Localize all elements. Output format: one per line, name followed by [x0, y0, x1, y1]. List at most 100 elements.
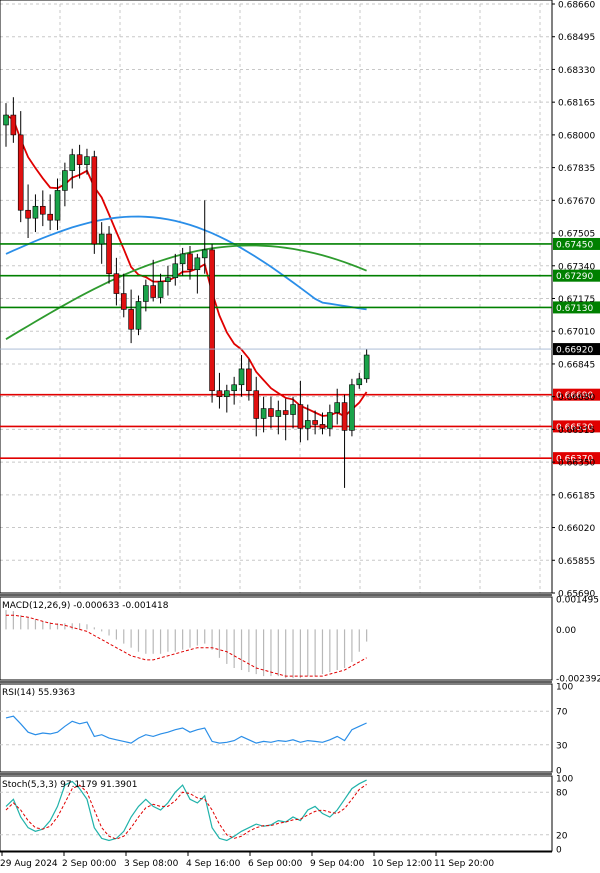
- indicator-panel: [0, 775, 553, 852]
- candle-body: [165, 277, 171, 282]
- indicator-axis-label: 30: [556, 741, 568, 751]
- candle-body: [253, 390, 260, 419]
- indicator-axis-label: -0.002392: [556, 675, 600, 685]
- indicator-axis-label: 80: [556, 789, 568, 799]
- stoch-d-line: [5, 783, 367, 840]
- price-tick-label: 0.66845: [558, 360, 595, 370]
- candle-body: [246, 368, 252, 392]
- candle-body: [98, 233, 105, 245]
- candle-body: [356, 378, 363, 386]
- candle-body: [216, 390, 223, 397]
- main-grid: [0, 0, 553, 594]
- candle-body: [84, 156, 90, 165]
- candle-body: [10, 114, 17, 136]
- time-label: 10 Sep 12:00: [372, 859, 432, 869]
- candle-body: [268, 408, 274, 417]
- candle-body: [150, 285, 156, 298]
- indicator-axis-label: 0: [556, 846, 562, 856]
- candle-body: [157, 281, 164, 298]
- candle-body: [194, 257, 201, 271]
- candle-body: [224, 390, 230, 397]
- main-frame: [0, 0, 553, 594]
- candle-body: [231, 384, 237, 392]
- candle-body: [201, 249, 208, 259]
- candle-body: [62, 170, 68, 191]
- price-tick-label: 0.66515: [558, 426, 595, 436]
- level-label-box: [553, 420, 600, 433]
- price-tick-label: 0.66350: [558, 459, 595, 469]
- level-label-box: [553, 237, 600, 250]
- level-label-box: [553, 452, 600, 465]
- candle-body: [341, 402, 348, 431]
- price-tick-label: 0.67670: [558, 197, 595, 207]
- price-tick-label: 0.66020: [558, 524, 595, 534]
- level-label-box: [553, 269, 600, 282]
- candle-body: [275, 410, 282, 417]
- indicator-panel: [0, 683, 553, 773]
- candle-body: [25, 209, 31, 219]
- candle-body: [47, 213, 53, 221]
- candle-body: [135, 301, 142, 330]
- indicator-axis-label: 100: [556, 683, 573, 693]
- indicator-panel: [0, 596, 553, 681]
- level-label-box: [553, 388, 600, 401]
- price-tick-label: 0.66185: [558, 491, 595, 501]
- level-label: 0.67130: [556, 304, 593, 314]
- stoch-k-line: [5, 779, 367, 842]
- indicator-axis-label: 0: [556, 767, 562, 777]
- price-tick-label: 0.68165: [558, 99, 595, 109]
- price-tick-label: 0.66680: [558, 393, 595, 403]
- price-tick-label: 0.65855: [558, 557, 595, 567]
- candle-body: [39, 205, 46, 215]
- price-tick-label: 0.68660: [558, 1, 595, 11]
- price-tick-label: 0.68495: [558, 33, 595, 43]
- indicator-axis-label: 0.001495: [556, 596, 599, 606]
- time-label: 4 Sep 16:00: [186, 859, 241, 869]
- level-label: 0.67450: [556, 240, 593, 250]
- candle-body: [238, 368, 245, 386]
- candle-body: [209, 249, 215, 392]
- price-axis: 0.68660 0.68495 0.68330 0.68165 0.68000 0.678…: [0, 1, 600, 600]
- candle-body: [282, 410, 289, 415]
- candle-body: [113, 273, 120, 294]
- candle-body: [143, 285, 149, 302]
- level-label: 0.66370: [556, 455, 593, 465]
- time-label: 9 Sep 04:00: [310, 859, 365, 869]
- candle-body: [91, 156, 98, 245]
- price-tick-label: 0.67340: [558, 262, 595, 272]
- candle-body: [32, 205, 39, 219]
- candle-body: [76, 154, 83, 165]
- ma-mid-line: [5, 215, 367, 311]
- time-label: 29 Aug 2024: [0, 859, 58, 869]
- ma-slow-line: [5, 244, 367, 340]
- time-axis: 29 Aug 2024 2 Sep 00:00 3 Sep 08:00 4 Sep 1…: [0, 851, 552, 869]
- level-label-box: [553, 301, 600, 314]
- level-label: 0.66690: [556, 391, 593, 401]
- candle-body: [106, 233, 112, 275]
- level-label: 0.66530: [556, 423, 593, 433]
- indicator-axis-label: 20: [556, 831, 568, 841]
- candle-body: [349, 384, 355, 431]
- price-tick-label: 0.67505: [558, 230, 595, 240]
- candle-body: [120, 293, 127, 310]
- indicator-label: MACD(12,26,9) -0.000633 -0.001418: [2, 601, 169, 611]
- candles: [3, 97, 370, 488]
- price-tick-label: 0.68330: [558, 66, 595, 76]
- candle-body: [290, 404, 296, 415]
- time-label: 11 Sep 20:00: [434, 859, 494, 869]
- indicator-axis-label: 70: [556, 708, 568, 718]
- price-tick-label: 0.68000: [558, 131, 595, 141]
- candle-body: [172, 263, 179, 278]
- candle-body: [304, 420, 311, 429]
- price-tick-label: 0.67175: [558, 295, 595, 305]
- indicator-panels: 0.001495 0.00 -0.002392 MACD(12,26,9) -0.00…: [0, 594, 600, 856]
- candle-body: [260, 408, 267, 419]
- time-label: 3 Sep 08:00: [124, 859, 179, 869]
- price-tick-label: 0.67835: [558, 164, 595, 174]
- candle-body: [54, 190, 61, 221]
- price-tick-label: 0.67010: [558, 328, 595, 338]
- candle-body: [297, 404, 304, 429]
- indicator-label: RSI(14) 55.9363: [2, 688, 75, 698]
- current-price-box: [553, 343, 600, 356]
- candle-body: [363, 354, 370, 380]
